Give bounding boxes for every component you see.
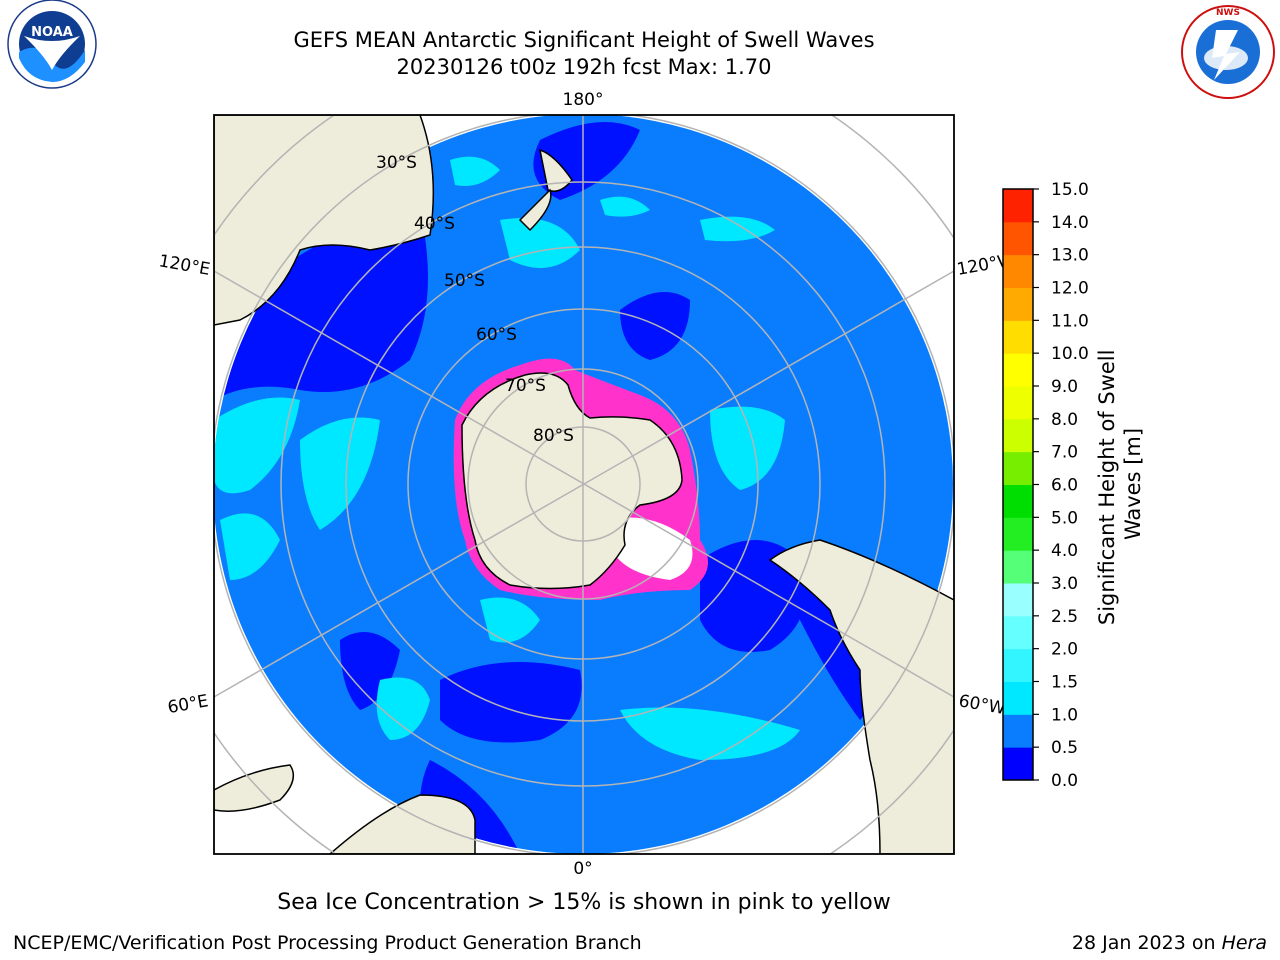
colorbar-tick-label: 8.0	[1051, 410, 1078, 430]
south-america-landmass	[768, 539, 954, 854]
lon-label-180: 180°	[563, 90, 604, 110]
australia-landmass	[214, 115, 435, 326]
colorbar-segment	[1003, 714, 1033, 748]
colorbar-label: Significant Height of Swell Waves [m]	[1095, 343, 1145, 625]
lat-label-70s: 70°S	[505, 376, 546, 396]
colorbar-segment	[1003, 386, 1033, 420]
lat-label-60s: 60°S	[476, 325, 517, 345]
lat-label-40s: 40°S	[414, 214, 455, 234]
colorbar-tick-label: 12.0	[1051, 279, 1089, 299]
colorbar-segment	[1003, 320, 1033, 354]
colorbar-tick-label: 15.0	[1051, 180, 1089, 200]
colorbar-segment	[1003, 615, 1033, 650]
svg-text:NWS: NWS	[1216, 8, 1240, 18]
colorbar-segment	[1003, 681, 1033, 715]
date-text: 28 Jan 2023 on Hera	[1072, 932, 1267, 954]
date-host: Hera	[1221, 932, 1267, 954]
colorbar-tick-label: 1.5	[1051, 673, 1078, 693]
noaa-logo-text: NOAA	[31, 25, 73, 40]
lon-label-60e: 60°E	[166, 691, 210, 718]
credit-text: NCEP/EMC/Verification Post Processing Pr…	[13, 932, 642, 954]
colorbar-label-line1: Significant Height of Swell	[1095, 350, 1119, 626]
colorbar-label-line2: Waves [m]	[1121, 428, 1145, 540]
colorbar-tick-label: 2.5	[1051, 607, 1078, 627]
latitude-labels: 30°S 40°S 50°S 60°S 70°S 80°S	[376, 153, 574, 446]
colorbar-tick-label: 14.0	[1051, 213, 1089, 233]
new-zealand-landmass	[539, 148, 573, 192]
colorbar-segment	[1003, 254, 1033, 288]
lon-label-120e: 120°E	[157, 251, 211, 280]
colorbar-tick-label: 11.0	[1051, 311, 1089, 331]
colorbar-tick-label: 0.0	[1051, 771, 1078, 791]
colorbar-segment	[1003, 221, 1033, 256]
colorbar-tick-label: 3.0	[1051, 574, 1078, 594]
longitude-labels: 180° 0° 120°E 120°W 60°E 60°W	[157, 90, 1016, 879]
date-prefix: 28 Jan 2023 on	[1071, 932, 1222, 954]
colorbar-segment	[1003, 517, 1033, 551]
colorbar-segment	[1003, 747, 1033, 781]
colorbar-segment	[1003, 648, 1033, 682]
colorbar-tick-label: 13.0	[1051, 246, 1089, 266]
lat-label-50s: 50°S	[444, 271, 485, 291]
longitude-grid	[214, 115, 954, 854]
colorbar-tick-label: 9.0	[1051, 377, 1078, 397]
map-subtitle: 20230126 t00z 192h fcst Max: 1.70	[396, 55, 772, 79]
lon-label-0: 0°	[573, 859, 592, 879]
map-frame	[213, 114, 955, 855]
colorbar-segment	[1003, 451, 1033, 485]
nws-logo: NWS	[1181, 5, 1275, 99]
colorbar-tick-label: 0.5	[1051, 738, 1078, 758]
colorbar-tick-label: 1.0	[1051, 705, 1078, 725]
colorbar-segment	[1003, 583, 1033, 617]
antarctica-landmass	[461, 372, 683, 590]
colorbar-tick-label: 5.0	[1051, 508, 1078, 528]
colorbar-segment	[1003, 189, 1033, 223]
colorbar-segment	[1003, 353, 1033, 387]
colorbar-segment	[1003, 550, 1033, 584]
lat-label-80s: 80°S	[533, 426, 574, 446]
colorbar-tick-label: 4.0	[1051, 541, 1078, 561]
madagascar-landmass	[214, 764, 295, 812]
colorbar-tick-label: 10.0	[1051, 344, 1089, 364]
colorbar-segment	[1003, 418, 1033, 453]
lon-label-60w: 60°W	[957, 691, 1007, 719]
colorbar-tick-label: 7.0	[1051, 443, 1078, 463]
colorbar-tick-label: 2.0	[1051, 640, 1078, 660]
africa-landmass	[328, 794, 476, 854]
lat-label-30s: 30°S	[376, 153, 417, 173]
colorbar-segment	[1003, 287, 1033, 321]
map-title: GEFS MEAN Antarctic Significant Height o…	[293, 28, 875, 52]
colorbar-tick-label: 6.0	[1051, 476, 1078, 496]
sea-ice-note: Sea Ice Concentration > 15% is shown in …	[277, 890, 891, 915]
colorbar: 0.0 0.5 1.0 1.5 2.0 2.5 3.0 4.0 5.0 6.0 7.0 8.0 9.0 1…	[1002, 180, 1089, 791]
colorbar-segment	[1003, 484, 1033, 518]
noaa-logo: NOAA	[7, 0, 97, 89]
